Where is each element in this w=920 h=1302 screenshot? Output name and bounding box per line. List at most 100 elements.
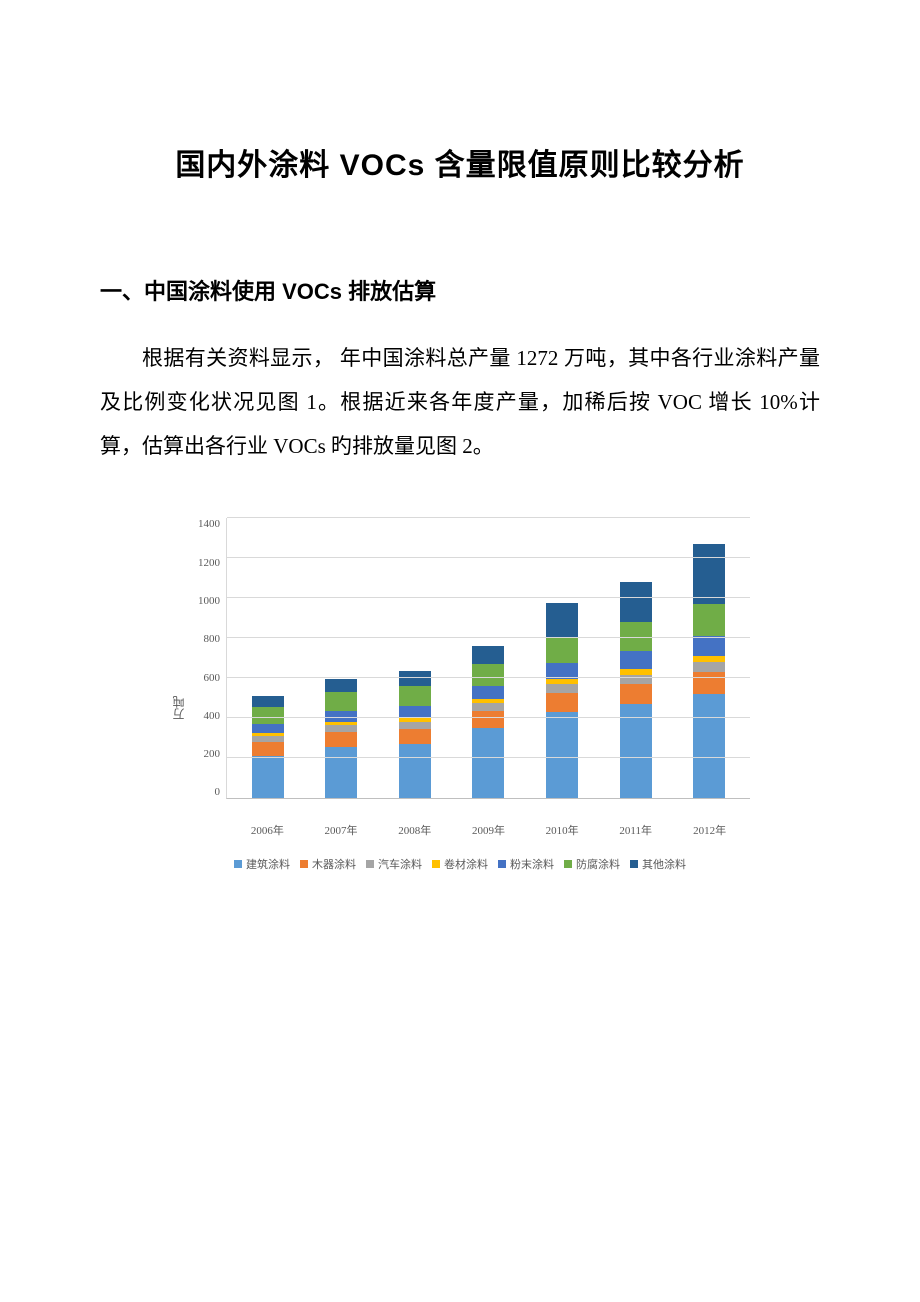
x-tick-label: 2009年 <box>472 822 504 838</box>
bar-column <box>399 671 431 798</box>
y-tick-label: 600 <box>190 672 220 684</box>
bar-segment <box>252 707 284 724</box>
x-tick-label: 2010年 <box>546 822 578 838</box>
bar-segment <box>620 704 652 798</box>
legend-swatch <box>300 860 308 868</box>
y-axis-ticks: 1400 1200 1000 800 600 400 200 0 <box>190 518 226 798</box>
chart-gridline <box>227 677 750 678</box>
bar-segment <box>620 675 652 685</box>
y-axis-label: 万吨 <box>170 518 190 818</box>
x-tick-label: 2011年 <box>619 822 651 838</box>
chart-area: 万吨 1400 1200 1000 800 600 400 200 0 <box>170 518 750 818</box>
legend-label: 建筑涂料 <box>246 856 290 872</box>
chart-gridline <box>227 637 750 638</box>
bar-segment <box>546 637 578 663</box>
bar-segment <box>399 729 431 745</box>
bar-segment <box>399 744 431 798</box>
bar-segment <box>325 679 357 692</box>
x-tick-label: 2007年 <box>325 822 357 838</box>
chart-gridline <box>227 517 750 518</box>
bar-segment <box>325 692 357 711</box>
legend-item: 汽车涂料 <box>366 856 422 872</box>
x-axis-ticks: 2006年 2007年 2008年 2009年 2010年 2011年 2012年 <box>226 822 750 838</box>
bar-column <box>252 696 284 798</box>
legend-swatch <box>564 860 572 868</box>
bar-segment <box>693 694 725 798</box>
bar-segment <box>252 724 284 733</box>
paragraph-1: 根据有关资料显示， 年中国涂料总产量 1272 万吨，其中各行业涂料产量及比例变… <box>100 336 820 468</box>
bar-segment <box>325 747 357 798</box>
chart-gridline <box>227 717 750 718</box>
x-tick-label: 2006年 <box>251 822 283 838</box>
bar-segment <box>399 686 431 706</box>
bar-segment <box>399 722 431 729</box>
bar-column <box>325 679 357 799</box>
legend-item: 防腐涂料 <box>564 856 620 872</box>
x-tick-label: 2012年 <box>693 822 725 838</box>
legend-label: 木器涂料 <box>312 856 356 872</box>
bar-segment <box>546 712 578 798</box>
legend-label: 其他涂料 <box>642 856 686 872</box>
legend-swatch <box>630 860 638 868</box>
legend-label: 防腐涂料 <box>576 856 620 872</box>
y-tick-label: 1400 <box>190 518 220 530</box>
bar-segment <box>325 725 357 732</box>
legend-swatch <box>498 860 506 868</box>
bar-segment <box>693 604 725 636</box>
bar-segment <box>325 711 357 722</box>
y-tick-label: 1200 <box>190 557 220 569</box>
bar-column <box>620 582 652 798</box>
bar-segment <box>399 671 431 686</box>
legend-swatch <box>234 860 242 868</box>
bar-segment <box>399 706 431 718</box>
bar-segment <box>472 686 504 699</box>
y-tick-label: 1000 <box>190 595 220 607</box>
section-1-heading: 一、中国涂料使用 VOCs 排放估算 <box>100 274 820 306</box>
bar-segment <box>693 544 725 604</box>
bar-segment <box>472 728 504 798</box>
bar-column <box>693 544 725 798</box>
legend-item: 建筑涂料 <box>234 856 290 872</box>
bar-segment <box>693 636 725 656</box>
bar-column <box>472 646 504 798</box>
bar-segment <box>620 582 652 622</box>
y-tick-label: 400 <box>190 710 220 722</box>
bar-segment <box>693 672 725 694</box>
bar-segment <box>546 693 578 712</box>
bar-segment <box>472 646 504 664</box>
bar-segment <box>252 696 284 707</box>
y-tick-label: 800 <box>190 633 220 645</box>
chart-gridline <box>227 757 750 758</box>
bar-segment <box>252 756 284 798</box>
chart-plot-area <box>226 518 750 799</box>
bar-segment <box>252 742 284 756</box>
bar-segment <box>472 664 504 686</box>
x-tick-label: 2008年 <box>398 822 430 838</box>
legend-label: 汽车涂料 <box>378 856 422 872</box>
bar-segment <box>620 651 652 669</box>
legend-item: 粉末涂料 <box>498 856 554 872</box>
chart-legend: 建筑涂料 木器涂料 汽车涂料 卷材涂料 粉末涂料 防腐涂料 其他涂料 <box>170 856 750 872</box>
bar-segment <box>325 732 357 747</box>
legend-label: 粉末涂料 <box>510 856 554 872</box>
chart-gridline <box>227 557 750 558</box>
legend-item: 卷材涂料 <box>432 856 488 872</box>
bar-segment <box>472 703 504 711</box>
bar-segment <box>620 684 652 704</box>
figure-1-stacked-bar-chart: 万吨 1400120010008006004002000 2006年2007年2… <box>170 518 750 872</box>
legend-label: 卷材涂料 <box>444 856 488 872</box>
legend-swatch <box>432 860 440 868</box>
bar-column <box>546 603 578 798</box>
document-page: 国内外涂料 VOCs 含量限值原则比较分析 一、中国涂料使用 VOCs 排放估算… <box>0 0 920 952</box>
chart-gridline <box>227 597 750 598</box>
bar-segment <box>472 711 504 728</box>
legend-swatch <box>366 860 374 868</box>
bar-segment <box>693 662 725 672</box>
chart-bars-container <box>227 518 750 798</box>
legend-item: 其他涂料 <box>630 856 686 872</box>
y-tick-label: 0 <box>190 786 220 798</box>
bar-segment <box>546 603 578 637</box>
y-tick-label: 200 <box>190 748 220 760</box>
bar-segment <box>546 684 578 693</box>
document-title: 国内外涂料 VOCs 含量限值原则比较分析 <box>100 140 820 184</box>
